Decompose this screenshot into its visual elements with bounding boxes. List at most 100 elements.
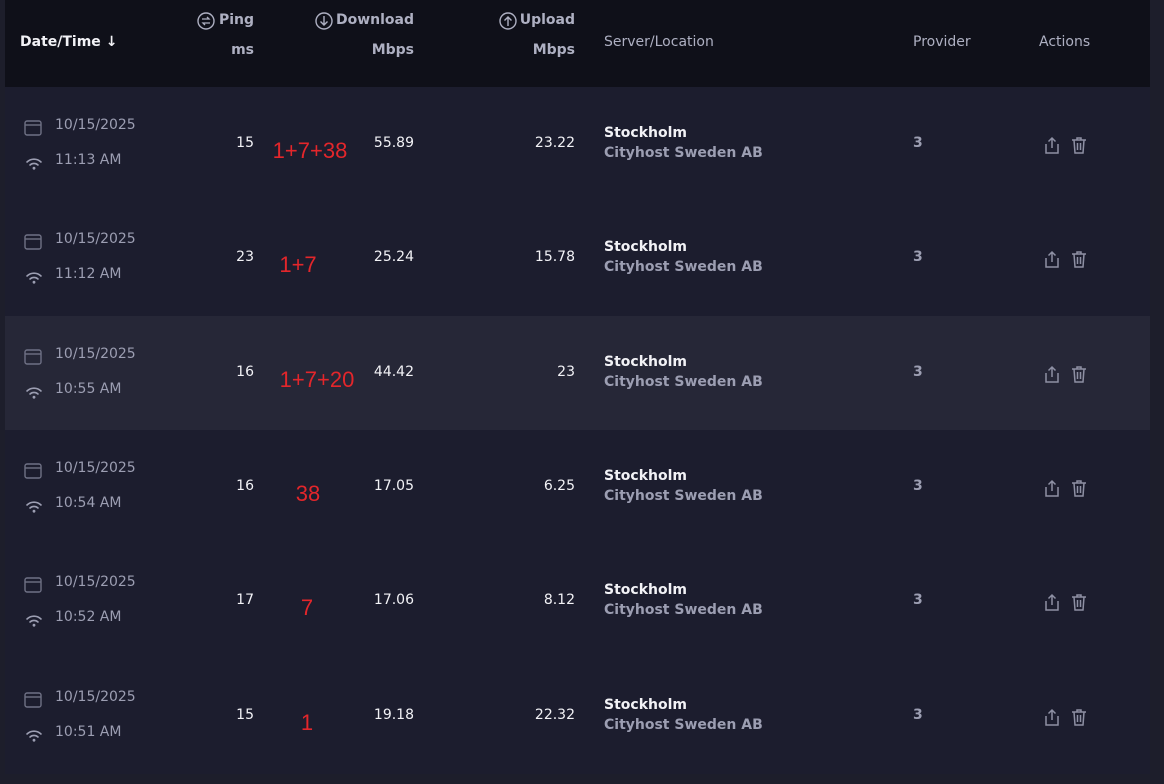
header-upload-unit: Mbps xyxy=(532,42,575,58)
header-upload: Upload xyxy=(519,12,575,28)
wifi-icon xyxy=(26,158,42,170)
host: Cityhost Sweden AB xyxy=(604,602,763,619)
header-actions: Actions xyxy=(1039,34,1091,50)
share-button[interactable] xyxy=(1043,708,1061,726)
delete-button[interactable] xyxy=(1070,365,1088,383)
table-row: 10/15/2025 10:54 AM 16 38 17.05 6.25 Stockholm… xyxy=(5,429,1150,545)
server: Stockholm xyxy=(604,582,687,599)
time: 10:55 AM xyxy=(55,380,122,397)
wifi-icon xyxy=(26,501,42,513)
table-header: Date/Time ↓ Ping ms Download Mbps Upload… xyxy=(5,0,1150,87)
header-provider: Provider xyxy=(913,34,971,50)
annotation: 38 xyxy=(295,480,321,506)
upload-icon xyxy=(499,12,517,30)
host: Cityhost Sweden AB xyxy=(604,716,763,733)
provider: 3 xyxy=(913,706,923,723)
host: Cityhost Sweden AB xyxy=(604,373,763,390)
download: 19.18 xyxy=(373,706,414,723)
upload: 23 xyxy=(557,363,575,380)
calendar-icon xyxy=(24,577,42,593)
download: 17.05 xyxy=(373,477,414,494)
provider: 3 xyxy=(913,477,923,494)
annotation: 1+7 xyxy=(279,252,317,278)
share-button[interactable] xyxy=(1043,593,1061,611)
download-icon xyxy=(315,12,333,30)
server: Stockholm xyxy=(604,467,687,484)
provider: 3 xyxy=(913,249,923,266)
delete-button[interactable] xyxy=(1070,250,1088,269)
date: 10/15/2025 xyxy=(55,117,136,133)
date: 10/15/2025 xyxy=(55,345,136,362)
date: 10/15/2025 xyxy=(55,459,136,476)
download: 17.06 xyxy=(373,592,414,609)
download: 25.24 xyxy=(373,249,414,266)
share-button[interactable] xyxy=(1043,136,1061,154)
time: 10:54 AM xyxy=(55,494,122,511)
upload: 15.78 xyxy=(534,249,575,266)
wifi-icon xyxy=(26,272,42,284)
calendar-icon xyxy=(24,348,42,365)
ping: 15 xyxy=(236,135,254,151)
header-download: Download xyxy=(335,12,414,28)
server: Stockholm xyxy=(604,353,687,370)
header-server: Server/Location xyxy=(604,34,714,50)
delete-button[interactable] xyxy=(1070,708,1088,726)
download: 44.42 xyxy=(373,363,414,380)
sort-arrow: ↓ xyxy=(105,34,118,50)
table-row: 10/15/2025 11:12 AM 23 1+7 25.24 15.78 Stockho… xyxy=(5,201,1150,317)
annotation: 1+7+20 xyxy=(279,366,355,392)
header-ping: Ping xyxy=(218,12,254,28)
ping: 17 xyxy=(236,592,254,609)
table-row: 10/15/2025 10:51 AM 15 1 19.18 22.32 Stockholm… xyxy=(5,658,1150,774)
delete-button[interactable] xyxy=(1070,479,1088,497)
time: 11:13 AM xyxy=(55,152,122,168)
wifi-icon xyxy=(26,386,42,399)
table-row: 10/15/2025 10:52 AM 17 7 17.06 8.12 Stockholm C… xyxy=(5,544,1150,660)
header-ping-unit: ms xyxy=(231,42,254,58)
upload: 8.12 xyxy=(543,592,575,609)
delete-button[interactable] xyxy=(1070,136,1088,154)
time: 11:12 AM xyxy=(55,266,122,283)
calendar-icon xyxy=(24,463,42,479)
delete-button[interactable] xyxy=(1070,593,1088,611)
wifi-icon xyxy=(26,729,42,742)
provider: 3 xyxy=(913,135,923,151)
calendar-icon xyxy=(24,234,42,250)
download: 55.89 xyxy=(373,135,414,151)
annotation: 1+7+38 xyxy=(272,138,348,163)
sort-header[interactable]: Date/Time ↓ xyxy=(20,34,117,50)
host: Cityhost Sweden AB xyxy=(604,259,763,276)
share-button[interactable] xyxy=(1043,479,1061,497)
provider: 3 xyxy=(913,592,923,609)
wifi-icon xyxy=(26,615,42,627)
server: Stockholm xyxy=(604,239,687,256)
upload: 22.32 xyxy=(534,706,575,723)
date: 10/15/2025 xyxy=(55,574,136,591)
host: Cityhost Sweden AB xyxy=(604,487,763,504)
calendar-icon xyxy=(24,691,42,708)
host: Cityhost Sweden AB xyxy=(604,145,763,161)
annotation: 7 xyxy=(300,595,314,621)
share-button[interactable] xyxy=(1043,365,1061,383)
ping: 16 xyxy=(236,477,254,494)
share-button[interactable] xyxy=(1043,250,1061,269)
date: 10/15/2025 xyxy=(55,688,136,705)
ping: 16 xyxy=(236,363,254,380)
ping: 23 xyxy=(236,249,254,266)
date: 10/15/2025 xyxy=(55,231,136,248)
server: Stockholm xyxy=(604,696,687,713)
time: 10:51 AM xyxy=(55,723,122,740)
ping-icon xyxy=(197,12,215,30)
annotation: 1 xyxy=(300,709,314,735)
calendar-icon xyxy=(24,120,42,136)
header-download-unit: Mbps xyxy=(371,42,414,58)
upload: 6.25 xyxy=(543,477,575,494)
table-row: 10/15/2025 11:13 AM 15 1+7+38 55.89 23.22 Stoc… xyxy=(5,87,1150,202)
server: Stockholm xyxy=(604,125,687,141)
upload: 23.22 xyxy=(534,135,575,151)
time: 10:52 AM xyxy=(55,609,122,626)
provider: 3 xyxy=(913,363,923,380)
table-row: 10/15/2025 10:55 AM 16 1+7+20 44.42 23 Stockho… xyxy=(5,315,1150,431)
ping: 15 xyxy=(236,706,254,723)
